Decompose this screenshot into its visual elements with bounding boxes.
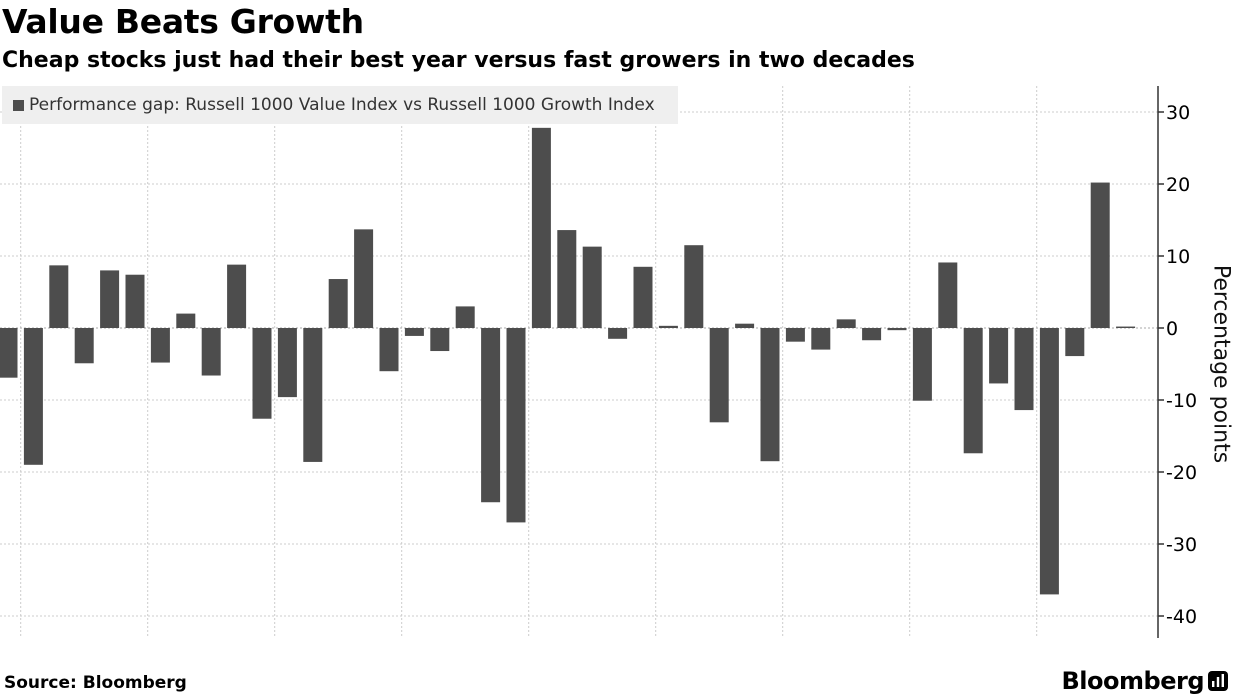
y-tick-label: 30 [1166, 102, 1190, 124]
bar-2021 [1065, 328, 1085, 357]
source-note: Source: Bloomberg [4, 673, 187, 693]
bar-1982 [74, 328, 94, 364]
bar-2000 [531, 127, 551, 328]
bar-2005 [658, 325, 678, 328]
bar-1979 [0, 328, 18, 378]
y-tick-label: 10 [1166, 246, 1190, 268]
bar-1992 [328, 279, 348, 328]
bar-2010 [785, 328, 805, 342]
bar-1983 [100, 270, 120, 328]
bar-2014 [887, 328, 907, 331]
bar-2007 [709, 328, 729, 423]
bar-2018 [989, 328, 1009, 384]
bar-2012 [836, 319, 856, 328]
bar-1988 [227, 264, 247, 328]
bar-1987 [201, 328, 221, 376]
bloomberg-terminal-icon [1208, 671, 1228, 691]
bar-chart: '80-'84'85-'89'90-'94'95-'99'00-'04'05-'… [0, 86, 1197, 638]
bar-2008 [735, 323, 755, 328]
bar-2011 [811, 328, 831, 350]
bar-1998 [481, 328, 501, 503]
y-axis-label: Percentage points [1208, 264, 1234, 464]
bar-2016 [938, 262, 958, 328]
chart-title: Value Beats Growth [2, 2, 364, 41]
bar-1994 [379, 328, 399, 372]
bar-1980 [23, 328, 43, 465]
bar-2006 [684, 245, 704, 328]
bar-1991 [303, 328, 323, 462]
bar-2009 [760, 328, 780, 462]
y-tick-label: -20 [1166, 462, 1197, 484]
bar-1990 [277, 328, 297, 398]
bar-2003 [608, 328, 628, 339]
bar-2001 [557, 230, 577, 328]
y-tick-label: -30 [1166, 534, 1197, 556]
bar-1985 [150, 328, 170, 363]
bar-1986 [176, 313, 196, 328]
legend: Performance gap: Russell 1000 Value Inde… [2, 86, 678, 124]
bar-1984 [125, 274, 145, 328]
bar-1997 [455, 306, 475, 328]
bar-2004 [633, 266, 653, 328]
bar-2020 [1039, 328, 1059, 595]
bar-1993 [354, 229, 374, 328]
bar-2017 [963, 328, 983, 454]
y-tick-label: -40 [1166, 606, 1197, 628]
bar-2019 [1014, 328, 1034, 411]
bar-1996 [430, 328, 450, 352]
chart-subtitle: Cheap stocks just had their best year ve… [2, 48, 915, 73]
bar-2022 [1090, 182, 1110, 328]
bar-2015 [912, 328, 932, 401]
bar-1989 [252, 328, 272, 419]
y-tick-label: 0 [1166, 318, 1178, 340]
bar-1999 [506, 328, 526, 523]
bar-2013 [862, 328, 882, 341]
y-tick-label: 20 [1166, 174, 1190, 196]
bar-2002 [582, 246, 602, 328]
bar-1981 [49, 265, 69, 328]
bar-1995 [404, 328, 424, 336]
y-tick-label: -10 [1166, 390, 1197, 412]
brand-logo-text: Bloomberg [1061, 667, 1205, 695]
legend-label: Performance gap: Russell 1000 Value Inde… [29, 95, 655, 115]
legend-swatch [13, 99, 24, 111]
bar-2023 [1116, 326, 1136, 328]
